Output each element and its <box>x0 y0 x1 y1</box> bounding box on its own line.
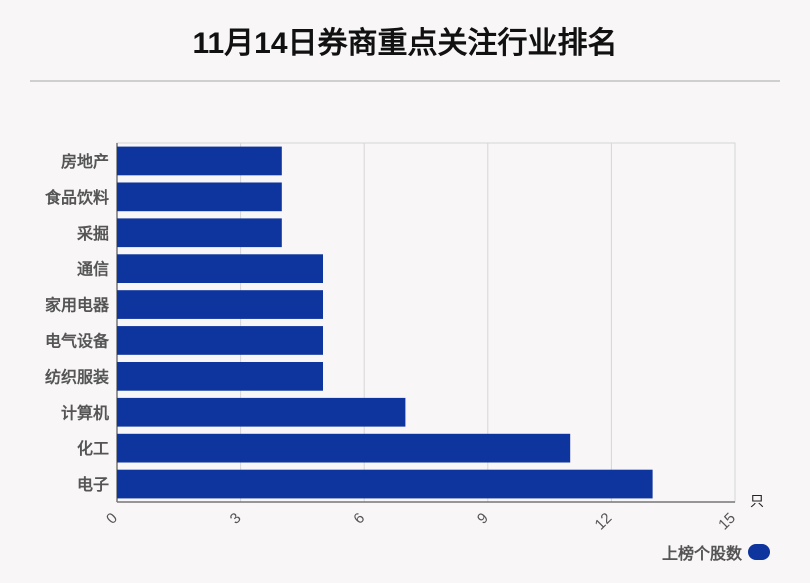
category-label: 房地产 <box>61 152 109 171</box>
category-label: 电气设备 <box>45 331 110 350</box>
bar <box>117 146 282 176</box>
chart-title: 11月14日券商重点关注行业排名 <box>192 27 618 60</box>
bar <box>117 254 323 284</box>
category-label: 电子 <box>77 475 109 494</box>
bar <box>117 361 323 391</box>
legend: 上榜个股数 <box>662 540 770 564</box>
category-label: 采掘 <box>76 224 109 243</box>
category-label: 纺织服装 <box>45 367 109 386</box>
category-label: 食品饮料 <box>44 188 109 207</box>
legend-swatch <box>748 544 770 560</box>
category-label: 计算机 <box>61 403 109 422</box>
bar <box>117 326 323 355</box>
bar <box>117 182 282 212</box>
category-label: 化工 <box>77 439 109 458</box>
x-tick-label: 9 <box>474 510 492 528</box>
x-tick-label: 12 <box>592 510 616 534</box>
x-tick-label: 3 <box>227 510 245 528</box>
x-tick-label: 6 <box>350 510 368 528</box>
x-tick-label: 15 <box>715 510 739 534</box>
x-axis-unit: 只 <box>750 493 764 509</box>
category-label: 家用电器 <box>45 296 110 315</box>
bar <box>117 469 653 499</box>
x-tick-label: 0 <box>103 510 121 528</box>
legend-label: 上榜个股数 <box>661 546 742 563</box>
bar <box>117 397 406 427</box>
title-divider <box>30 80 780 82</box>
category-label: 通信 <box>77 260 109 279</box>
bar <box>117 218 282 248</box>
bar <box>117 433 571 463</box>
bar <box>117 290 323 319</box>
